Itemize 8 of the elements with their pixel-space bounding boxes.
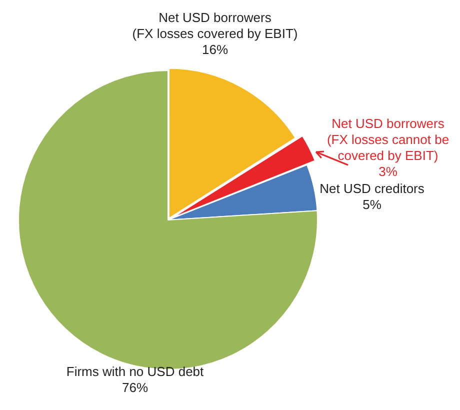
slice-label: Net USD borrowers (FX losses covered by EBIT) (132, 10, 298, 42)
slice-label: Net USD creditors (320, 181, 425, 196)
data-label: 3% (378, 164, 398, 180)
data-label: 16% (202, 42, 228, 58)
data-label: 76% (122, 380, 148, 396)
slice-label: Firms with no USD debt (66, 364, 204, 380)
data-label: 5% (362, 197, 382, 212)
slice-label: Net USD borrowers (FX losses cannot be covered by EBIT) (326, 116, 450, 164)
